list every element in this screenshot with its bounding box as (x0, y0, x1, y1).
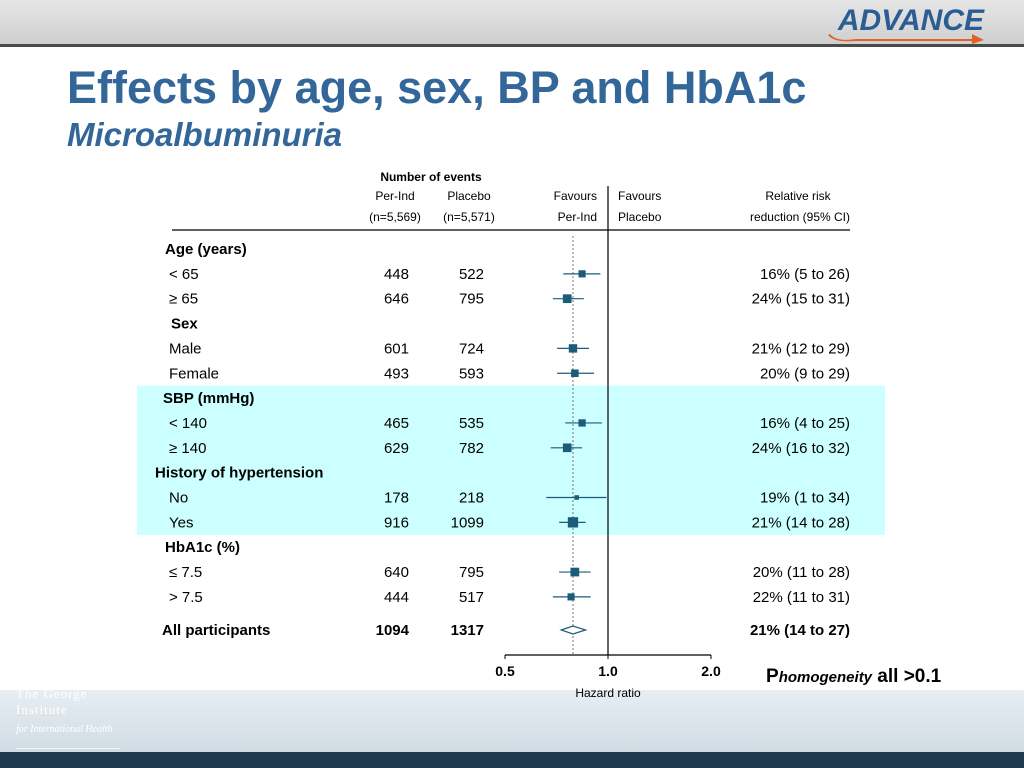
p-italic: homogeneity (778, 669, 873, 686)
x-tick-label: 0.5 (495, 663, 515, 679)
header-rrr-ci: reduction (95% CI) (750, 210, 850, 224)
row-label: ≤ 7.5 (169, 564, 202, 581)
row-label: < 65 (169, 266, 199, 283)
header-placebo: Placebo (447, 189, 491, 203)
advance-logo: ADVANCE (837, 4, 984, 37)
placebo-events: 522 (459, 266, 484, 283)
p-suffix: all >0.1 (872, 666, 942, 687)
perind-events: 448 (384, 266, 409, 283)
header-number-of-events: Number of events (380, 170, 482, 184)
rrr-ci: 20% (11 to 28) (753, 564, 850, 581)
highlight-band (137, 385, 885, 535)
header-favours-placebo-1: Favours (618, 189, 661, 203)
chart-layer: 0.5 1.0 2.0 Hazard ratio Age (years) < 65 448 5… (155, 186, 850, 700)
row-label: < 140 (169, 415, 207, 432)
placebo-events: 517 (459, 589, 484, 606)
point-estimate (578, 270, 586, 278)
overall-placebo-events: 1317 (451, 622, 484, 639)
perind-events: 916 (384, 514, 409, 531)
point-estimate (567, 593, 575, 601)
institute-divider (16, 748, 120, 749)
row-label: Male (169, 340, 202, 357)
row-label: Yes (169, 514, 193, 531)
top-banner (0, 0, 1024, 44)
subgroup-header: History of hypertension (155, 465, 323, 482)
header-perind-n: (n=5,569) (369, 210, 421, 224)
rrr-ci: 22% (11 to 31) (753, 589, 850, 606)
slide-title: Effects by age, sex, BP and HbA1c (67, 62, 807, 113)
slide-content-area (0, 47, 1024, 690)
perind-events: 601 (384, 340, 409, 357)
x-tick-label: 1.0 (598, 663, 618, 679)
placebo-events: 795 (459, 564, 484, 581)
institute-name-line1: The George (16, 686, 88, 701)
row-label: ≥ 140 (169, 440, 206, 457)
rrr-ci: 19% (1 to 34) (760, 490, 850, 507)
overall-rrr-ci: 21% (14 to 27) (750, 622, 850, 639)
table-header: Number of events Per-Ind (n=5,569) Place… (172, 170, 850, 231)
overall-diamond (559, 625, 588, 635)
rrr-ci: 21% (14 to 28) (752, 514, 850, 531)
x-tick-label: 2.0 (701, 663, 721, 679)
point-estimate (567, 517, 579, 528)
x-axis-label: Hazard ratio (575, 686, 641, 700)
point-estimate (571, 369, 579, 378)
perind-events: 178 (384, 490, 409, 507)
placebo-events: 782 (459, 440, 484, 457)
slide-subtitle: Microalbuminuria (67, 116, 343, 153)
placebo-events: 795 (459, 291, 484, 308)
row-label: Female (169, 365, 219, 382)
row-label: ≥ 65 (169, 291, 198, 308)
placebo-events: 724 (459, 340, 484, 357)
overall-label: All participants (162, 622, 270, 639)
rrr-ci: 24% (16 to 32) (752, 440, 850, 457)
placebo-events: 1099 (451, 514, 484, 531)
logo-arrow-icon (828, 34, 984, 44)
institute-name-line2: Institute (16, 702, 68, 717)
bottom-bar (0, 752, 1024, 768)
header-favours-perind-1: Favours (554, 189, 597, 203)
subgroup-header: SBP (mmHg) (163, 390, 254, 407)
rrr-ci: 24% (15 to 31) (752, 291, 850, 308)
subgroup-header: HbA1c (%) (165, 539, 240, 556)
header-placebo-n: (n=5,571) (443, 210, 495, 224)
perind-events: 646 (384, 291, 409, 308)
p-homogeneity: Phomogeneity all >0.1 (766, 666, 941, 688)
point-estimate (562, 294, 572, 304)
placebo-events: 535 (459, 415, 484, 432)
perind-events: 444 (384, 589, 409, 606)
perind-events: 629 (384, 440, 409, 457)
point-estimate (570, 567, 580, 577)
perind-events: 640 (384, 564, 409, 581)
perind-events: 493 (384, 365, 409, 382)
row-label: > 7.5 (169, 589, 203, 606)
rrr-ci: 21% (12 to 29) (752, 340, 850, 357)
placebo-events: 593 (459, 365, 484, 382)
rrr-ci: 20% (9 to 29) (760, 365, 850, 382)
point-estimate (574, 495, 579, 500)
perind-events: 465 (384, 415, 409, 432)
header-favours-placebo-2: Placebo (618, 210, 662, 224)
row-label: No (169, 490, 188, 507)
point-estimate (562, 443, 572, 453)
header-favours-perind-2: Per-Ind (558, 210, 597, 224)
highlight-layer (137, 385, 885, 535)
header-relative-risk: Relative risk (765, 189, 831, 203)
placebo-events: 218 (459, 490, 484, 507)
institute-logo-text: The George Institute for International H… (16, 630, 116, 735)
rrr-ci: 16% (5 to 26) (760, 266, 850, 283)
p-prefix: P (766, 666, 779, 687)
top-rule (0, 44, 1024, 47)
point-estimate (578, 419, 586, 427)
overall-perind-events: 1094 (376, 622, 410, 639)
institute-name-line3: for International Health (16, 724, 113, 735)
header-perind: Per-Ind (375, 189, 414, 203)
subgroup-header: Sex (171, 316, 198, 333)
subgroup-header: Age (years) (165, 241, 247, 258)
rrr-ci: 16% (4 to 25) (760, 415, 850, 432)
institute-emblem-icon (18, 631, 54, 679)
point-estimate (568, 344, 578, 353)
